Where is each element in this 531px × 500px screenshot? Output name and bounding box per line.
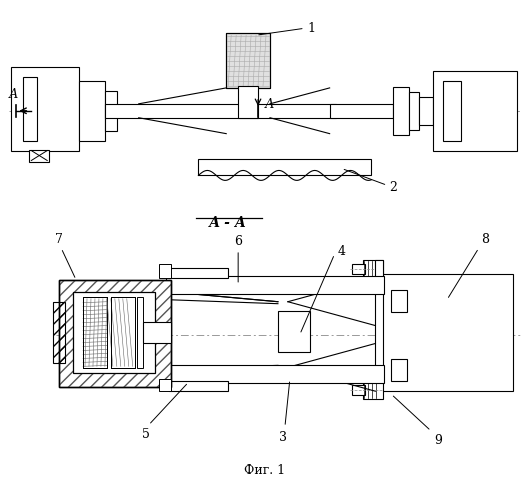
Bar <box>59 280 170 387</box>
Bar <box>159 264 170 278</box>
Text: 1: 1 <box>308 22 316 35</box>
Bar <box>166 366 384 384</box>
Text: Фиг. 1: Фиг. 1 <box>244 464 286 477</box>
Bar <box>278 310 310 352</box>
Bar <box>433 71 517 150</box>
Bar <box>363 260 383 278</box>
Bar <box>381 274 512 391</box>
Bar <box>168 268 228 278</box>
Bar <box>111 296 135 368</box>
Text: 4: 4 <box>338 246 346 258</box>
Bar <box>226 33 270 88</box>
Bar <box>363 382 383 399</box>
Bar <box>29 150 49 162</box>
Text: 8: 8 <box>481 233 489 246</box>
Bar <box>419 97 433 124</box>
Bar <box>168 382 228 391</box>
Bar <box>12 67 79 150</box>
Bar <box>111 296 135 368</box>
Bar <box>443 81 461 140</box>
Text: 6: 6 <box>234 235 242 248</box>
Bar <box>352 264 365 274</box>
Bar <box>391 360 407 382</box>
Bar <box>409 92 419 130</box>
Bar <box>105 91 117 130</box>
Bar <box>73 292 155 374</box>
Text: А: А <box>265 98 275 112</box>
Bar <box>238 86 258 118</box>
Bar <box>143 322 170 344</box>
Text: А: А <box>8 88 18 101</box>
Bar <box>159 380 170 391</box>
Bar <box>199 158 371 176</box>
Bar <box>23 77 37 140</box>
Bar <box>83 296 107 368</box>
Bar <box>59 280 170 387</box>
Text: 5: 5 <box>142 428 150 441</box>
Bar <box>330 104 393 118</box>
Bar <box>391 290 407 312</box>
Bar <box>83 296 107 368</box>
Text: 7: 7 <box>55 233 63 246</box>
Bar <box>166 276 384 294</box>
Text: 9: 9 <box>434 434 442 447</box>
Bar <box>79 81 105 140</box>
Bar <box>53 302 65 364</box>
Bar <box>59 280 170 387</box>
Text: 2: 2 <box>389 181 397 194</box>
Bar <box>105 104 336 118</box>
Bar <box>393 87 409 134</box>
Text: А - А: А - А <box>209 216 247 230</box>
Bar <box>226 33 270 88</box>
Text: 3: 3 <box>279 431 287 444</box>
Bar <box>375 260 383 382</box>
Bar <box>352 385 365 395</box>
Bar <box>136 296 143 368</box>
